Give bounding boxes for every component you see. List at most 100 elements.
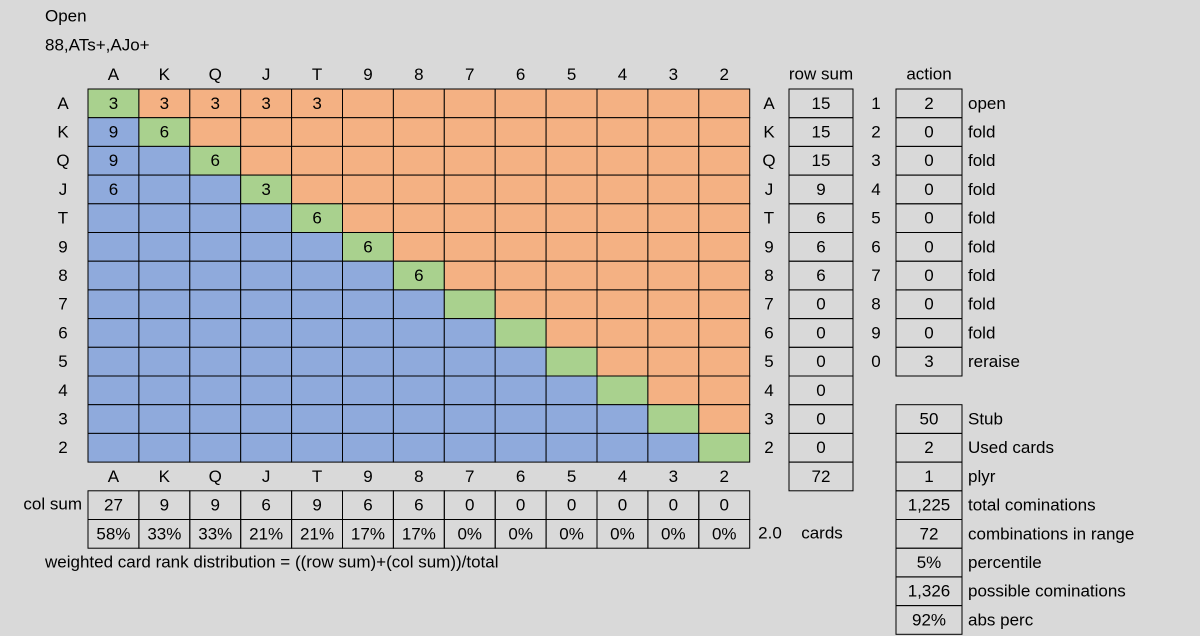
grid-cell: [138, 260, 191, 291]
action-value: 0: [924, 323, 933, 342]
row-sum: 0: [816, 295, 825, 314]
grid-cell: [189, 88, 242, 119]
action-value: 0: [924, 180, 933, 199]
col-sum: 0: [465, 496, 474, 515]
row-label-right: K: [763, 123, 775, 142]
col-sum: 6: [363, 496, 372, 515]
grid-cell: [647, 174, 700, 205]
col-header: 7: [465, 65, 474, 84]
grid-cell: [87, 432, 140, 463]
grid-cell: [392, 346, 445, 377]
col-sum: 0: [669, 496, 678, 515]
grid-cell: [494, 174, 547, 205]
action-label: fold: [968, 266, 995, 285]
grid-cell: [596, 346, 649, 377]
col-footer: 9: [363, 467, 372, 486]
row-sum-header: row sum: [789, 64, 853, 83]
grid-cell: [443, 289, 496, 320]
row-sum: 15: [812, 94, 831, 113]
row-label-right: J: [765, 180, 774, 199]
col-header: A: [108, 65, 120, 84]
grid-cell: [138, 145, 191, 176]
grid-cell: [494, 289, 547, 320]
col-footer: 8: [414, 467, 423, 486]
grid-cell: [596, 432, 649, 463]
col-percent: 21%: [249, 524, 283, 543]
grid-cell: [291, 145, 344, 176]
cell-value: 3: [211, 94, 220, 113]
col-header: 5: [567, 65, 576, 84]
col-sum: 6: [414, 496, 423, 515]
action-num: 0: [871, 352, 880, 371]
grid-cell: [392, 318, 445, 348]
grid-cell: [596, 375, 649, 406]
grid-cell: [189, 289, 242, 320]
action-num: 6: [871, 237, 880, 256]
grid-cell: [189, 174, 242, 205]
action-box: [895, 346, 963, 377]
grid-cell: [647, 260, 700, 291]
row-label-right: 6: [764, 323, 773, 342]
row-header: 6: [58, 323, 67, 342]
grid-cell: [443, 232, 496, 262]
row-header: J: [59, 180, 68, 199]
grid-cell: [87, 318, 140, 348]
grid-cell: [342, 260, 394, 291]
grid-cell: [545, 318, 598, 348]
grid-cell: [342, 232, 394, 262]
grid-cell: [392, 145, 445, 176]
grid-cell: [545, 88, 598, 119]
stat-box: [895, 605, 963, 635]
grid-cell: [392, 203, 445, 234]
grid-cell: [138, 346, 191, 377]
col-footer: 7: [465, 467, 474, 486]
cell-value: 3: [261, 180, 270, 199]
grid-cell: [291, 375, 344, 406]
grid-cell: [596, 404, 649, 434]
grid-cell: [494, 260, 547, 291]
grid-cell: [647, 88, 700, 119]
grid-cell: [392, 260, 445, 291]
row-header: 7: [58, 295, 67, 314]
col-sum: 0: [618, 496, 627, 515]
grid-cell: [545, 174, 598, 205]
grid-cell: [240, 404, 293, 434]
stat-label: Stub: [968, 410, 1003, 429]
grid-cell: [138, 203, 191, 234]
stat-label: abs perc: [968, 610, 1034, 629]
stat-value: 92%: [912, 610, 946, 629]
grid-cell: [647, 375, 700, 406]
row-sum: 0: [816, 381, 825, 400]
row-label-right: 4: [764, 381, 773, 400]
grid-cell: [443, 260, 496, 291]
row-header: 8: [58, 266, 67, 285]
grid-cell: [596, 117, 649, 147]
grid-cell: [494, 375, 547, 406]
grid-cell: [240, 145, 293, 176]
action-num: 9: [871, 323, 880, 342]
action-label: reraise: [968, 352, 1020, 371]
col-footer: K: [159, 467, 171, 486]
grid-cell: [698, 117, 751, 147]
grid-cell: [189, 260, 242, 291]
col-sum: 9: [211, 496, 220, 515]
col-percent: 21%: [300, 524, 334, 543]
grid-cell: [494, 432, 547, 463]
grid-cell: [647, 145, 700, 176]
row-sum: 9: [816, 180, 825, 199]
action-value: 0: [924, 123, 933, 142]
grid-cell: [443, 404, 496, 434]
stat-value: 72: [920, 524, 939, 543]
grid-cell: [698, 375, 751, 406]
row-label-right: 9: [764, 237, 773, 256]
grid-cell: [596, 289, 649, 320]
cell-value: 3: [109, 94, 118, 113]
grid-cell: [545, 432, 598, 463]
row-sum: 15: [812, 123, 831, 142]
grid-cell: [545, 260, 598, 291]
grid-cell: [647, 203, 700, 234]
stat-value: 1,326: [908, 582, 951, 601]
grid-cell: [698, 174, 751, 205]
